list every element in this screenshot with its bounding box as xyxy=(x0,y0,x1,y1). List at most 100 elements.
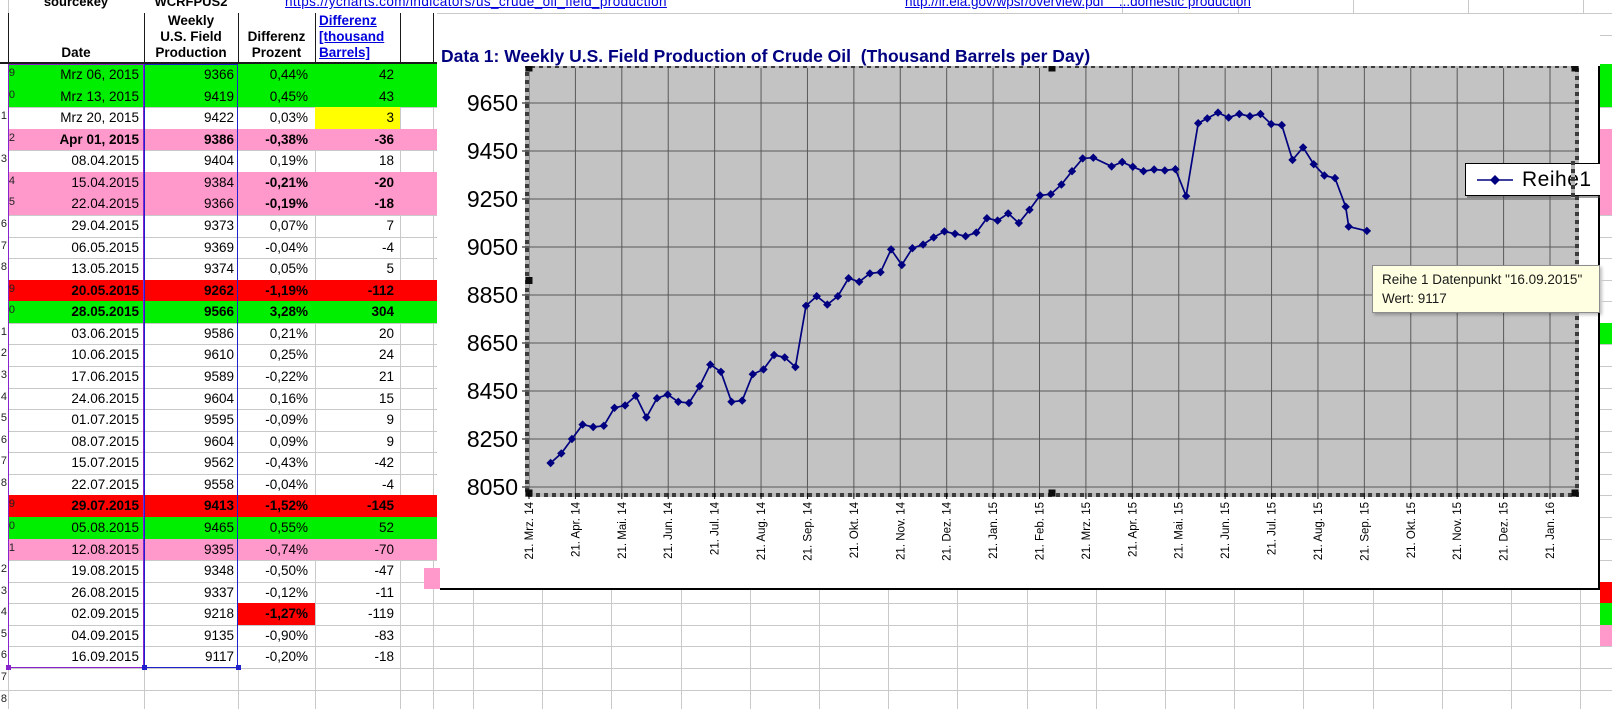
cell-date[interactable]: 08.04.2015 xyxy=(71,153,139,169)
cell-differenz-prozent[interactable]: -0,38% xyxy=(265,131,308,147)
cell-date[interactable]: Mrz 20, 2015 xyxy=(60,110,139,126)
cell-date[interactable]: Apr 01, 2015 xyxy=(59,131,139,147)
cell-date[interactable]: 29.07.2015 xyxy=(71,498,139,514)
cell-differenz-prozent[interactable]: -0,50% xyxy=(265,563,308,579)
cell-production[interactable]: 9604 xyxy=(203,390,234,406)
header-differenz-prozent[interactable]: Differenz Prozent xyxy=(247,29,306,60)
chart[interactable]: 8050 8250 8450 8650 8850 9050 9250 9450 9650 21. … xyxy=(440,64,1604,590)
cell-date[interactable]: 05.08.2015 xyxy=(71,519,139,535)
cell-date[interactable]: 15.04.2015 xyxy=(71,174,139,190)
cell-differenz-prozent[interactable]: -1,19% xyxy=(265,282,308,298)
plot-area[interactable]: 8050 8250 8450 8650 8850 9050 9250 9450 9650 21. … xyxy=(440,64,1598,588)
cell-date[interactable]: 17.06.2015 xyxy=(71,368,139,384)
cell-differenz-barrels[interactable]: -4 xyxy=(381,476,394,492)
cell-differenz-prozent[interactable]: 0,44% xyxy=(269,67,308,82)
cell-differenz-barrels[interactable]: -119 xyxy=(367,606,394,622)
cell-production[interactable]: 9366 xyxy=(203,67,234,82)
cell-differenz-prozent[interactable]: -0,90% xyxy=(265,627,308,643)
cell-date[interactable]: 19.08.2015 xyxy=(71,563,139,579)
cell-differenz-prozent[interactable]: -0,12% xyxy=(265,584,308,600)
cell-production[interactable]: 9419 xyxy=(203,88,234,104)
cell-production[interactable]: 9373 xyxy=(203,217,234,233)
cell-production[interactable]: 9404 xyxy=(203,153,234,169)
cell-production[interactable]: 9369 xyxy=(203,239,234,255)
legend[interactable]: Reihe1 xyxy=(1465,163,1604,196)
cell-differenz-prozent[interactable]: 0,45% xyxy=(269,88,308,104)
cell-differenz-prozent[interactable]: 0,03% xyxy=(269,110,308,126)
cell-production[interactable]: 9135 xyxy=(203,627,234,643)
cell-differenz-barrels[interactable]: -18 xyxy=(374,196,394,212)
cell-differenz-barrels[interactable]: -70 xyxy=(374,541,394,557)
cell-production[interactable]: 9558 xyxy=(203,476,234,492)
cell-differenz-prozent[interactable]: 0,07% xyxy=(269,217,308,233)
cell-differenz-barrels[interactable]: 5 xyxy=(386,261,394,277)
cell-production[interactable]: 9610 xyxy=(203,347,234,363)
header-differenz-barrels-link[interactable]: Differenz [thousand Barrels] xyxy=(319,13,385,60)
cell-date[interactable]: 04.09.2015 xyxy=(71,627,139,643)
cell-date[interactable]: 26.08.2015 xyxy=(71,584,139,600)
cell-production[interactable]: 9413 xyxy=(203,498,234,514)
cell-production[interactable]: 9465 xyxy=(203,519,234,535)
cell-date[interactable]: 12.08.2015 xyxy=(71,541,139,557)
cell-production[interactable]: 9562 xyxy=(203,455,234,471)
cell-production[interactable]: 9586 xyxy=(203,325,234,341)
cell-differenz-barrels[interactable]: 9 xyxy=(386,412,394,428)
cell-date[interactable]: 01.07.2015 xyxy=(71,412,139,428)
cell-differenz-prozent[interactable]: 0,25% xyxy=(269,347,308,363)
cell-differenz-prozent[interactable]: -0,22% xyxy=(265,368,308,384)
cell-date[interactable]: 03.06.2015 xyxy=(71,325,139,341)
cell-date[interactable]: 22.07.2015 xyxy=(71,476,139,492)
cell-differenz-prozent[interactable]: -0,20% xyxy=(265,649,308,665)
cell-date[interactable]: 15.07.2015 xyxy=(71,455,139,471)
cell-differenz-prozent[interactable]: -0,19% xyxy=(265,196,308,212)
cell-production[interactable]: 9604 xyxy=(203,433,234,449)
cell-production[interactable]: 9337 xyxy=(203,584,234,600)
source-url-right[interactable]: http://ir.eia.gov/wpsr/overview.pdf ...d… xyxy=(905,0,1251,9)
cell-differenz-prozent[interactable]: -0,04% xyxy=(265,239,308,255)
cell-date[interactable]: 29.04.2015 xyxy=(71,217,139,233)
cell-date[interactable]: 24.06.2015 xyxy=(71,390,139,406)
cell-differenz-barrels[interactable]: -145 xyxy=(366,498,394,514)
cell-production[interactable]: 9374 xyxy=(203,261,234,277)
cell-differenz-barrels[interactable]: 42 xyxy=(378,67,394,82)
cell-differenz-barrels[interactable]: -18 xyxy=(374,649,394,665)
cell-production[interactable]: 9589 xyxy=(203,368,234,384)
cell-date[interactable]: 06.05.2015 xyxy=(71,239,139,255)
cell-production[interactable]: 9117 xyxy=(204,649,234,665)
series-key-cell[interactable]: WCRFPUS2 xyxy=(154,0,228,9)
cell-date[interactable]: 13.05.2015 xyxy=(71,261,139,277)
cell-differenz-barrels[interactable]: 7 xyxy=(386,217,394,233)
cell-date[interactable]: 20.05.2015 xyxy=(71,282,139,298)
cell-differenz-prozent[interactable]: -0,09% xyxy=(265,412,308,428)
cell-differenz-prozent[interactable]: 0,09% xyxy=(269,433,308,449)
sourcekey-cell[interactable]: sourcekey xyxy=(43,0,109,9)
cell-differenz-barrels[interactable]: 20 xyxy=(378,325,394,341)
cell-differenz-barrels[interactable]: 3 xyxy=(315,107,400,129)
cell-differenz-barrels[interactable]: -47 xyxy=(374,563,394,579)
cell-production[interactable]: 9566 xyxy=(203,304,234,320)
cell-date[interactable]: 28.05.2015 xyxy=(71,304,139,320)
cell-date[interactable]: Mrz 13, 2015 xyxy=(60,88,139,104)
cell-differenz-prozent[interactable]: -0,74% xyxy=(265,541,308,557)
cell-production[interactable]: 9366 xyxy=(203,196,234,212)
cell-date[interactable]: 10.06.2015 xyxy=(71,347,139,363)
cell-differenz-barrels[interactable]: -4 xyxy=(381,239,394,255)
cell-differenz-barrels[interactable]: 304 xyxy=(371,304,394,320)
cell-date[interactable]: 22.04.2015 xyxy=(71,196,139,212)
header-date[interactable]: Date xyxy=(61,45,91,60)
cell-differenz-barrels[interactable]: 24 xyxy=(378,347,394,363)
cell-differenz-barrels[interactable]: -11 xyxy=(375,584,394,600)
cell-differenz-prozent[interactable]: -1,52% xyxy=(265,498,308,514)
cell-differenz-barrels[interactable]: -20 xyxy=(374,174,394,190)
cell-differenz-barrels[interactable]: 18 xyxy=(378,153,394,169)
cell-production[interactable]: 9218 xyxy=(203,606,234,622)
cell-differenz-prozent[interactable]: 0,19% xyxy=(269,153,308,169)
cell-production[interactable]: 9422 xyxy=(203,110,234,126)
cell-differenz-barrels[interactable]: -36 xyxy=(374,131,394,147)
cell-production[interactable]: 9348 xyxy=(203,563,234,579)
cell-differenz-prozent[interactable]: 0,55% xyxy=(269,519,308,535)
cell-differenz-prozent[interactable]: 0,21% xyxy=(269,325,308,341)
cell-differenz-barrels[interactable]: -83 xyxy=(374,627,394,643)
cell-date[interactable]: Mrz 06, 2015 xyxy=(60,67,139,82)
cell-production[interactable]: 9384 xyxy=(203,174,234,190)
